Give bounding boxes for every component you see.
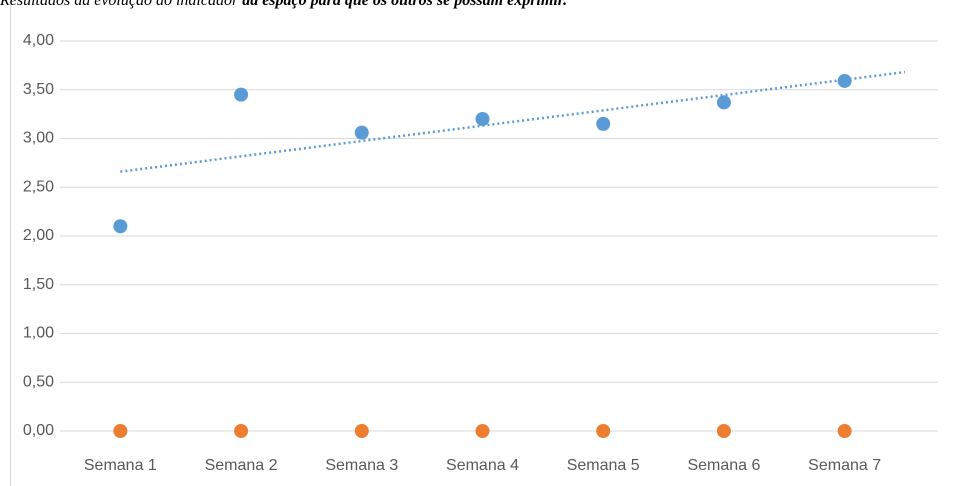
point: [716, 95, 731, 110]
x-tick-label: Semana 6: [687, 457, 760, 474]
point: [716, 424, 731, 438]
point: [234, 424, 249, 438]
point: [354, 424, 369, 438]
point: [837, 73, 852, 88]
y-tick-label: 4,00: [23, 32, 54, 49]
x-tick-label: Semana 5: [567, 457, 640, 474]
point: [234, 87, 249, 102]
x-tick-label: Semana 3: [325, 457, 398, 474]
point: [596, 424, 611, 438]
y-tick-label: 3,50: [23, 81, 54, 98]
x-tick-label: Semana 4: [446, 457, 519, 474]
point: [354, 125, 369, 140]
point: [475, 424, 490, 438]
y-tick-label: 2,50: [23, 178, 54, 195]
chart-border: [10, 0, 11, 486]
x-tick-label: Semana 1: [84, 457, 157, 474]
y-tick-label: 1,50: [23, 276, 54, 293]
y-tick-label: 3,00: [23, 130, 54, 147]
chart-title-prefix: Resultados da evolução do indicador dá e…: [0, 0, 567, 9]
chart-title: Resultados da evolução do indicador: [0, 0, 239, 9]
trendline: [120, 70, 906, 173]
point: [113, 424, 128, 438]
point: [475, 112, 490, 126]
chart-subtitle: dá espaço para que os outros se possam e…: [242, 0, 567, 9]
x-tick-label: Semana 2: [205, 457, 278, 474]
point: [837, 424, 852, 438]
x-tick-label: Semana 7: [808, 457, 881, 474]
point: [113, 219, 128, 234]
y-tick-label: 2,00: [23, 227, 54, 244]
y-tick-label: 0,50: [23, 373, 54, 390]
y-tick-label: 0,00: [23, 422, 54, 439]
y-tick-label: 1,00: [23, 325, 54, 342]
point: [596, 116, 611, 131]
